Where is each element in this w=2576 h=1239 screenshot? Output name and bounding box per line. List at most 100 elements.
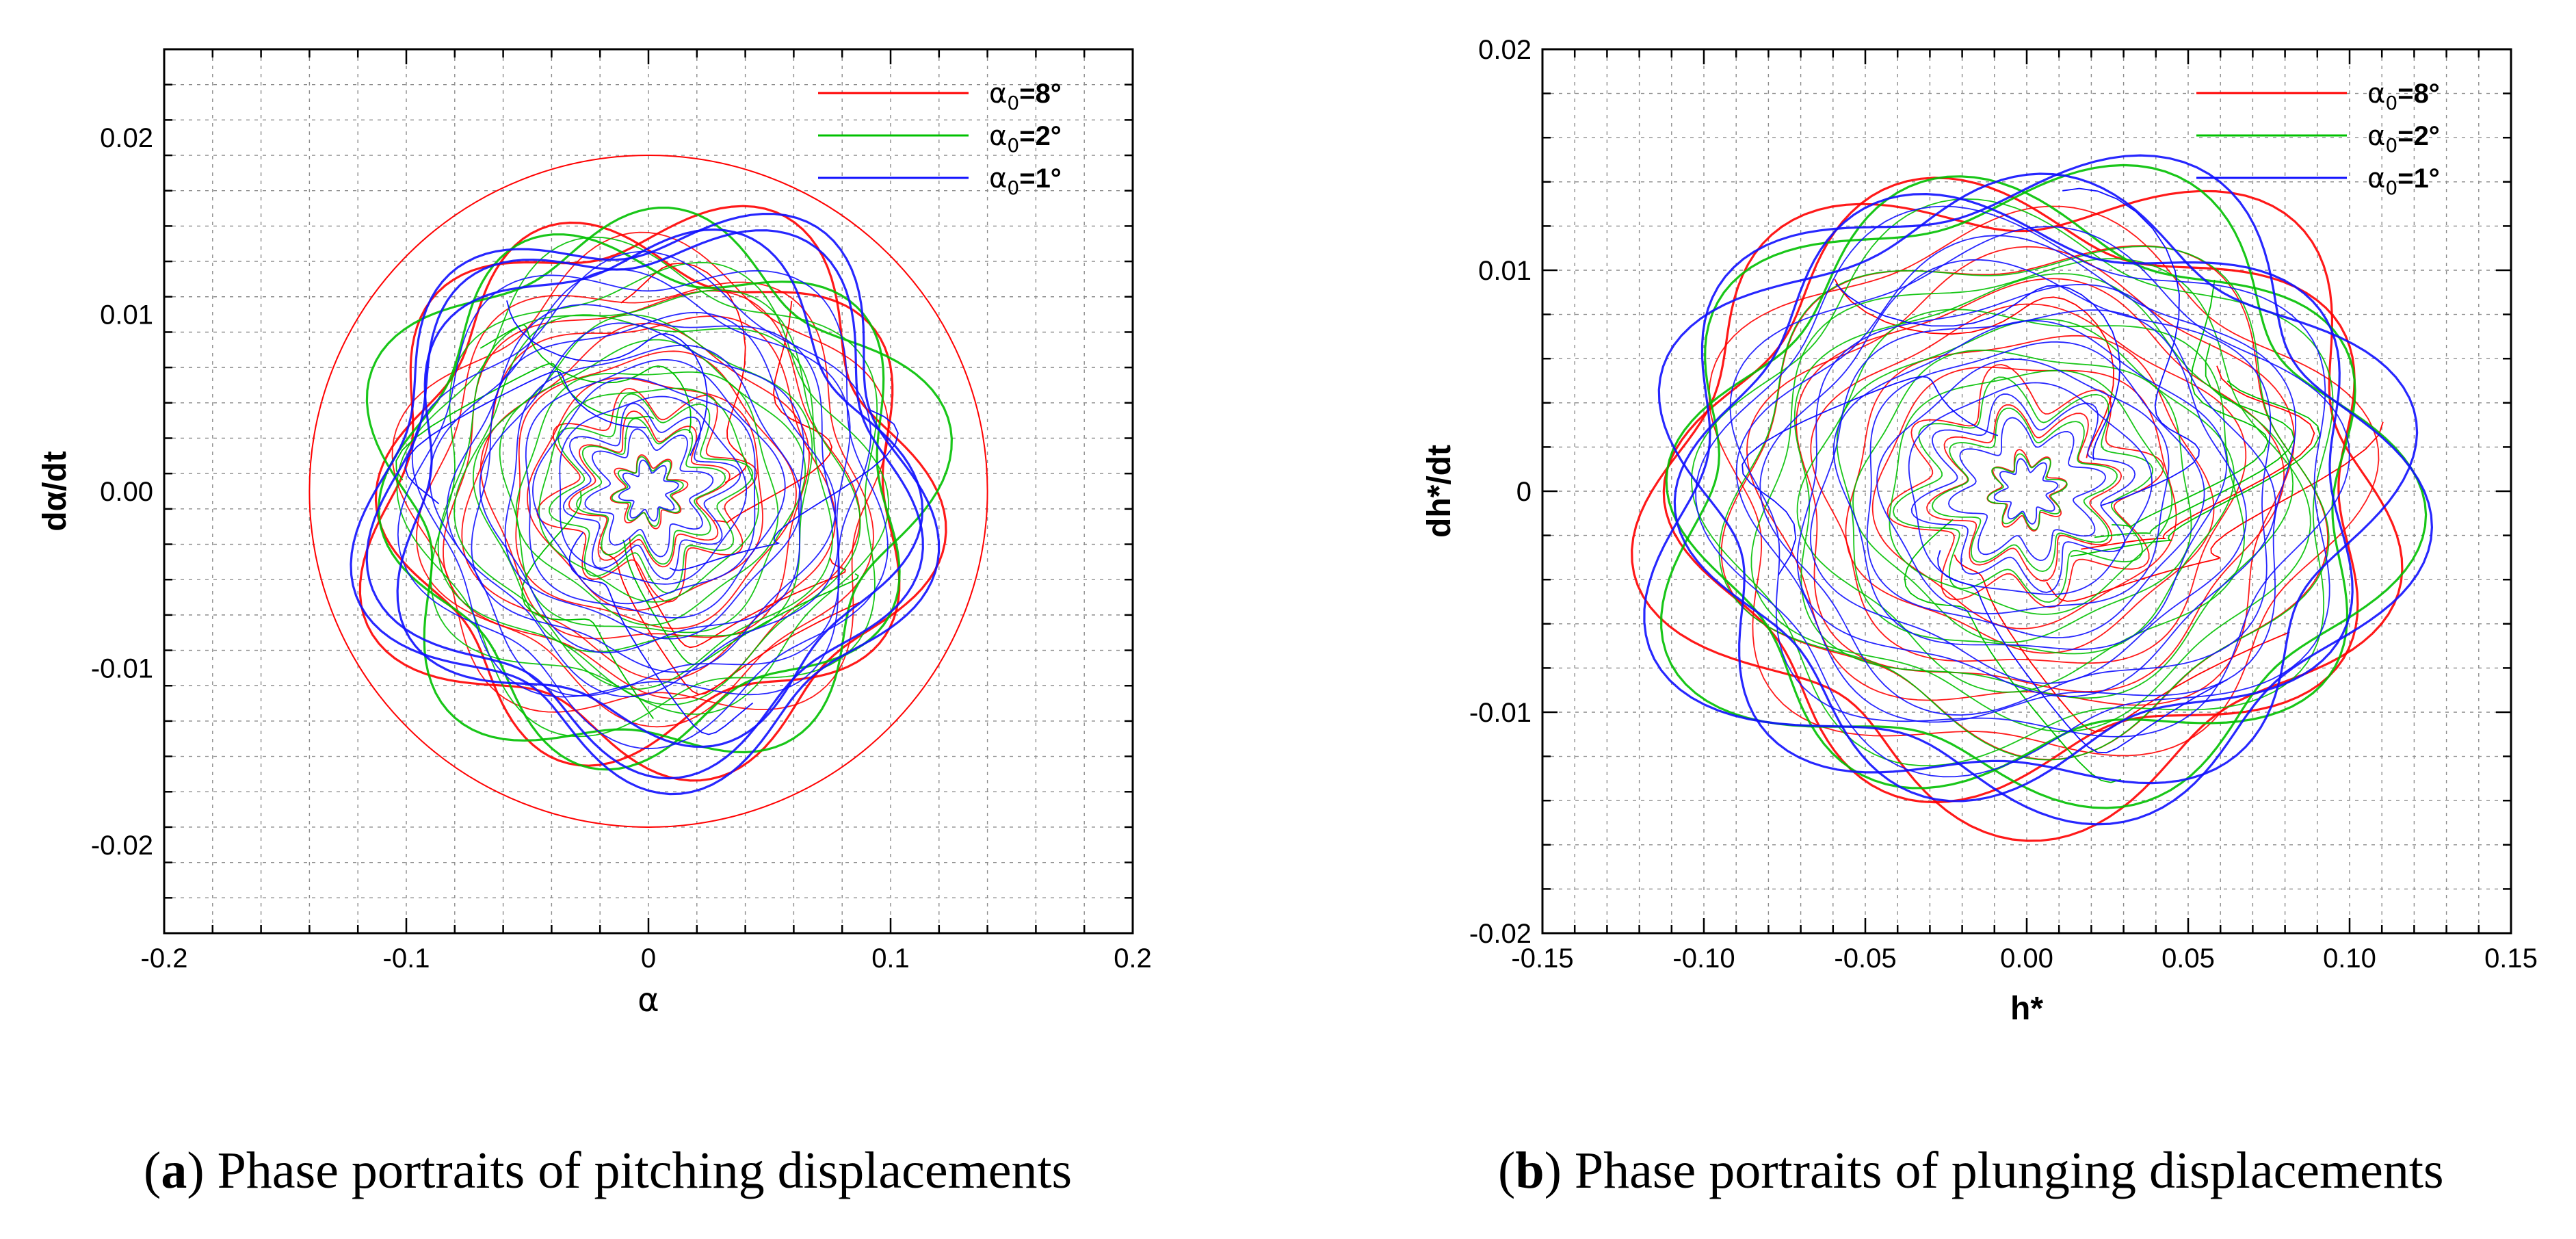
x-tick-label: 0.10 xyxy=(2323,943,2376,974)
series-transient xyxy=(2062,187,2200,507)
series-transient xyxy=(713,300,833,523)
series-transient xyxy=(599,546,860,695)
series-transient xyxy=(1904,519,2122,783)
series-orbit xyxy=(1796,309,2246,693)
series-orbit xyxy=(584,428,714,558)
panel-b-ticks xyxy=(1541,48,2512,935)
series-transient xyxy=(2081,365,2315,550)
series-orbit xyxy=(1908,382,2153,595)
series-orbit xyxy=(525,359,786,618)
series-transient xyxy=(506,300,708,456)
x-tick-label: 0.00 xyxy=(2000,943,2053,974)
series-orbit xyxy=(1852,349,2192,643)
series-orbit xyxy=(549,393,754,594)
series-orbit xyxy=(515,371,779,626)
series-orbit xyxy=(527,377,763,612)
series-transient xyxy=(479,324,692,434)
x-tick-label: -0.15 xyxy=(1511,943,1573,974)
series-orbit xyxy=(536,387,758,603)
series-orbit xyxy=(576,417,726,565)
legend-label-green: α0=2° xyxy=(989,120,1062,157)
panel-b-legend: α0=8°α0=2°α0=1° xyxy=(2196,78,2440,199)
series-orbit xyxy=(454,314,834,690)
caption-b-letter: b xyxy=(1515,1142,1545,1199)
series-transient xyxy=(2094,343,2295,538)
panel-a-curves xyxy=(308,155,988,828)
panel-b-tick-labels: -0.15 -0.10 -0.05 0.00 0.05 0.10 0.15 -0.02 -0.0… xyxy=(1469,35,2538,974)
y-tick-label: 0.01 xyxy=(100,300,153,330)
x-tick-label: -0.1 xyxy=(383,943,430,974)
legend-label-blue: α0=1° xyxy=(2367,163,2440,199)
series-orbit xyxy=(1793,273,2294,699)
legend-alpha: α xyxy=(2367,78,2385,109)
series-orbit xyxy=(1836,318,2235,655)
series-orbit xyxy=(397,270,889,750)
series-transient xyxy=(1954,554,2290,733)
legend-sub: 0 xyxy=(1007,134,1019,157)
panel-b-xlabel: h* xyxy=(2010,991,2043,1027)
caption-b: (b) Phase portraits of plunging displace… xyxy=(1498,1142,2444,1199)
y-tick-label: 0 xyxy=(1516,477,1532,507)
x-tick-label: -0.2 xyxy=(141,943,188,974)
series-orbit xyxy=(1662,177,2359,804)
series-orbit xyxy=(1926,404,2122,582)
y-tick-label: 0.02 xyxy=(100,123,153,153)
series-orbit xyxy=(611,456,684,527)
series-orbit xyxy=(429,269,851,697)
series-orbit xyxy=(1876,358,2170,614)
legend-sub: 0 xyxy=(2385,92,2397,114)
series-orbit xyxy=(1796,283,2276,698)
panel-a-xlabel: α xyxy=(638,981,659,1019)
figure: -0.2 -0.1 0 0.1 0.2-0.02-0.010.000.010.02 α … xyxy=(37,35,2538,1027)
series-orbit xyxy=(1871,366,2177,629)
y-tick-label: -0.02 xyxy=(1469,919,1532,949)
series-transient xyxy=(669,409,899,571)
series-transient xyxy=(2070,380,2321,557)
legend-value: =1° xyxy=(1019,164,1062,194)
series-orbit xyxy=(559,395,748,585)
series-orbit xyxy=(1987,453,2068,531)
series-orbit xyxy=(1735,235,2297,723)
caption-a: (a) Phase portraits of pitching displace… xyxy=(144,1142,1073,1199)
legend-alpha: α xyxy=(2367,163,2385,194)
series-orbit xyxy=(1931,407,2118,573)
y-tick-label: -0.01 xyxy=(1469,698,1532,728)
series-orbit xyxy=(1759,259,2272,716)
series-orbit xyxy=(1690,198,2334,767)
series-transient xyxy=(622,539,859,666)
panel-b-plunging: -0.15 -0.10 -0.05 0.00 0.05 0.10 0.15 -0.02 -0.0… xyxy=(1421,35,2538,1027)
legend-value: =2° xyxy=(1019,121,1062,151)
panel-b-ylabel: dh*/dt xyxy=(1421,445,1458,538)
series-orbit xyxy=(1665,175,2356,790)
legend-value: =8° xyxy=(2397,79,2440,109)
legend-alpha: α xyxy=(2367,120,2385,152)
caption-b-text: Phase portraits of plunging displacement… xyxy=(1561,1142,2444,1199)
panel-a-pitching: -0.2 -0.1 0 0.1 0.2-0.02-0.010.000.010.02 α … xyxy=(37,48,1152,1019)
series-orbit xyxy=(411,250,872,698)
series-orbit xyxy=(1947,417,2106,562)
legend-label-blue: α0=1° xyxy=(989,163,1062,199)
legend-value: =1° xyxy=(2397,164,2440,194)
series-orbit xyxy=(358,205,947,782)
legend-alpha: α xyxy=(989,120,1007,152)
series-orbit xyxy=(1660,164,2428,809)
legend-sub: 0 xyxy=(2385,134,2397,157)
panel-a-ylabel: dα/dt xyxy=(37,451,73,531)
series-orbit xyxy=(1746,246,2296,706)
x-tick-label: 0.15 xyxy=(2484,943,2538,974)
series-transient xyxy=(1742,376,1999,576)
panel-b-grid xyxy=(1542,49,2511,933)
series-orbit xyxy=(1643,154,2434,826)
caption-a-letter: a xyxy=(161,1142,187,1199)
series-transient xyxy=(1835,283,2121,460)
y-tick-label: -0.01 xyxy=(91,653,153,683)
series-transient xyxy=(521,491,655,720)
panel-a-tick-labels: -0.2 -0.1 0 0.1 0.2 -0.02 -0.01 0.00 0.01 0.02 xyxy=(91,123,1152,974)
series-orbit xyxy=(396,228,924,748)
series-transient xyxy=(569,532,754,735)
legend-sub: 0 xyxy=(2385,177,2397,199)
series-orbit xyxy=(1810,303,2247,664)
y-tick-label: 0.00 xyxy=(100,477,153,507)
series-transient xyxy=(404,370,646,505)
legend-label-red: α0=8° xyxy=(2367,78,2440,114)
